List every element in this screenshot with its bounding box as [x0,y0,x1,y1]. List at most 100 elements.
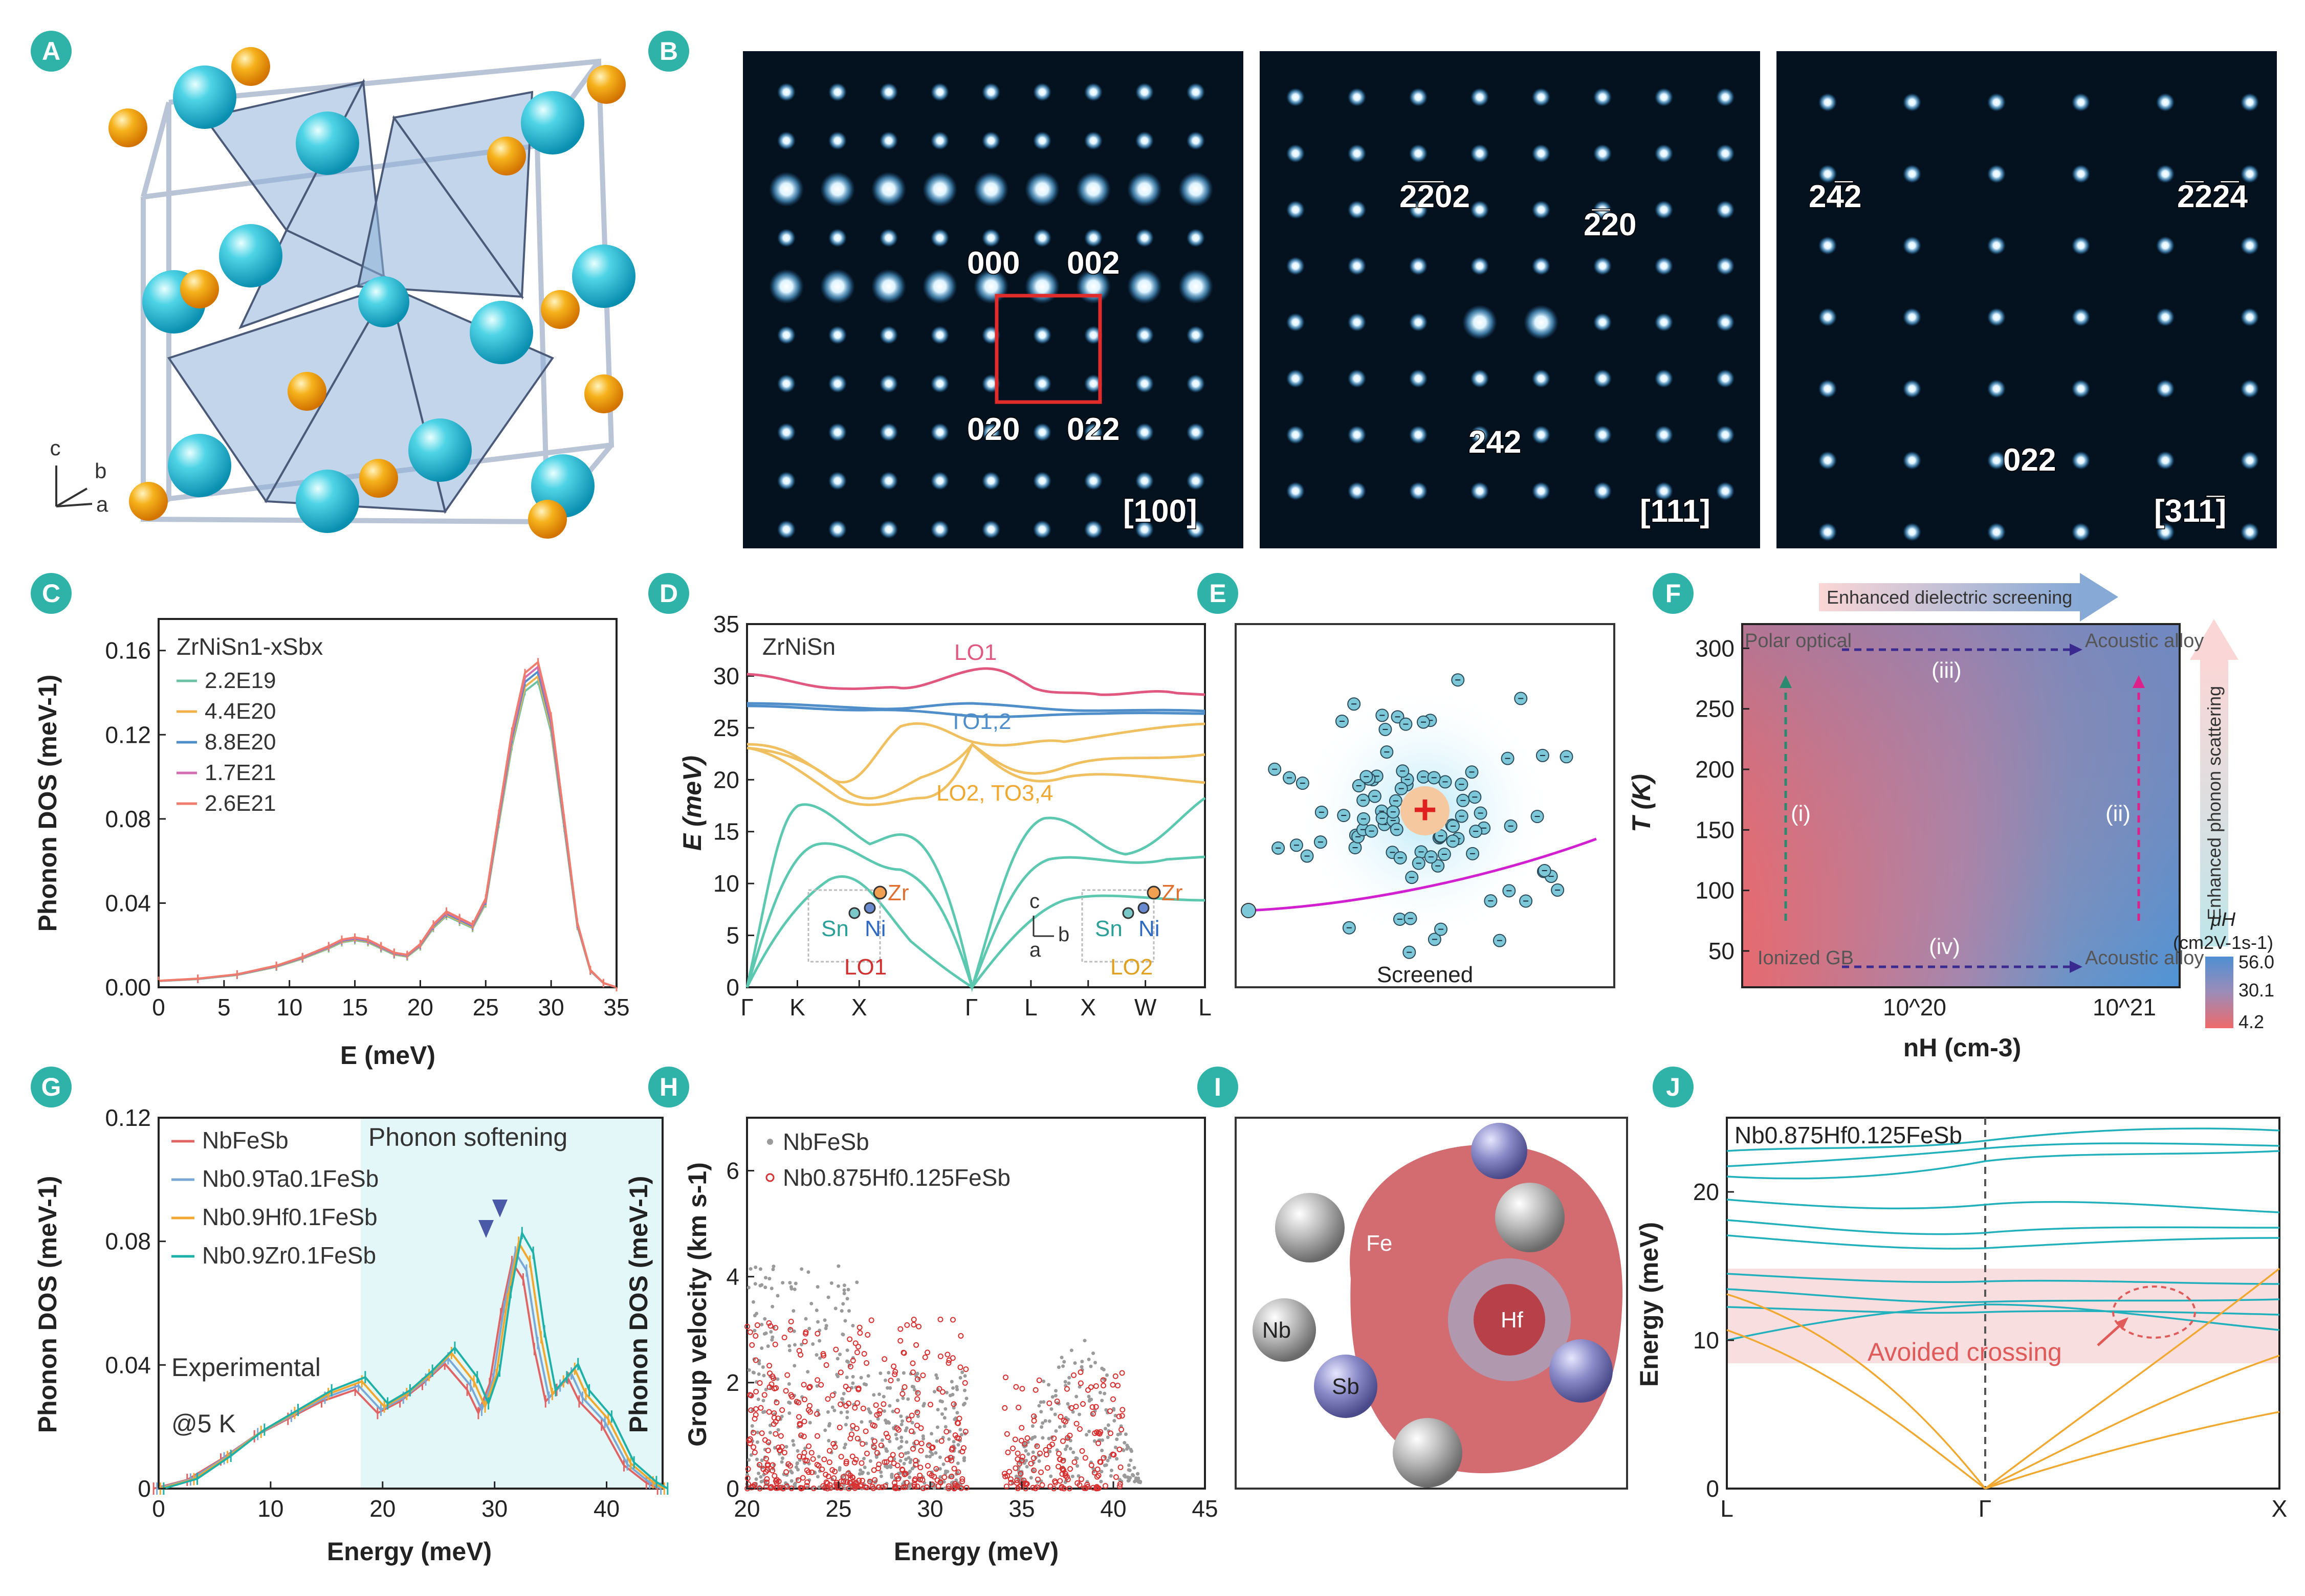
scatter-point [909,1412,915,1418]
scatter-point [943,1407,948,1411]
scatter-point [899,1414,903,1418]
scatter-point [1064,1447,1068,1451]
x-axis-title: Energy (meV) [894,1537,1059,1566]
scatter-point [753,1282,757,1286]
scatter-point [766,1409,772,1415]
diffraction-spot [2072,236,2090,255]
axis-b-label: b [95,459,106,483]
scatter-point [890,1472,894,1476]
scatter-point [796,1348,802,1354]
x-axis-title: Energy (meV) [327,1537,492,1566]
diffraction-spot [1084,83,1103,101]
scatter-point [754,1477,758,1481]
scatter-point [917,1476,923,1482]
spot-label: 242 [1468,425,1521,460]
x-tick-label: L [1720,1495,1733,1522]
scatter-point [824,1326,828,1331]
scatter-point [1095,1440,1102,1446]
scatter-point [766,1344,770,1348]
scatter-point [937,1316,943,1322]
scatter-point [826,1410,830,1414]
scatter-point [938,1475,942,1479]
scatter-point [761,1410,765,1414]
y-tick-label: 0.04 [105,1351,151,1378]
scatter-point [815,1353,819,1357]
y-tick-label: 2 [726,1369,739,1396]
scatter-point [1008,1479,1014,1486]
scatter-point [1136,1472,1140,1476]
scatter-point [1010,1446,1016,1452]
colorbar [2205,957,2233,1028]
y-tick-label: 10 [1693,1327,1719,1354]
scatter-point [892,1483,898,1490]
scatter-point [1058,1425,1062,1429]
scatter-point [1074,1394,1079,1399]
diffraction-spot [1903,308,1921,326]
scatter-point [877,1392,882,1396]
scatter-point [899,1391,906,1397]
scatter-point [801,1433,807,1439]
scatter-point [879,1474,883,1478]
y-tick-label: 0 [1706,1475,1719,1502]
scatter-point [892,1369,898,1375]
diffraction-spot [1987,93,2006,112]
scatter-point [808,1450,815,1456]
scatter-point [912,1477,918,1483]
scatter-point [841,1333,845,1337]
scatter-point [1037,1404,1041,1408]
scatter-point [750,1424,754,1428]
scatter-point [787,1462,793,1469]
scatter-point [784,1372,791,1378]
scatter-point [1112,1408,1116,1412]
scatter-point [762,1437,768,1443]
scatter-point [962,1429,969,1435]
scatter-point [744,1475,751,1481]
scatter-point [951,1401,957,1407]
diffraction-spot [931,520,949,539]
scatter-point [1036,1377,1042,1383]
scatter-point [1030,1424,1035,1428]
scatter-point [776,1445,782,1451]
scatter-point [851,1459,858,1466]
scatter-point [1002,1375,1008,1381]
scatter-point [800,1475,806,1481]
scatter-point [1107,1430,1113,1436]
scatter-point [765,1447,771,1453]
scatter-point [1054,1389,1058,1393]
diffraction-spot [1903,236,1921,255]
scatter-point [843,1460,849,1467]
diffraction-spot [1135,520,1154,539]
scatter-point [792,1309,796,1313]
scatter-point [1047,1483,1053,1490]
zr-atoms [142,65,635,533]
x-tick-label: 20 [734,1495,760,1522]
scatter-point [863,1428,869,1434]
scatter-point [899,1445,903,1449]
diffraction-spot [2072,308,2090,326]
scatter-point [747,1329,753,1335]
scatter-point [772,1341,778,1347]
scatter-point [1093,1383,1099,1389]
scatter-point [1106,1435,1110,1439]
scatter-point [943,1429,950,1435]
diffraction-spot [1716,88,1735,106]
scatter-point [930,1452,934,1456]
scatter-point [762,1332,766,1336]
scatter-point [793,1287,797,1291]
scatter-point [1067,1376,1071,1380]
scatter-point [844,1423,848,1427]
inset-lo1: Zr Sn Ni LO1 [807,880,909,980]
diffraction-spot [1532,144,1550,163]
x-axis-title: nH (cm-3) [1903,1033,2022,1062]
scatter-point [935,1439,939,1443]
diffraction-spot [1470,201,1489,219]
diffraction-spot [1409,369,1428,388]
scatter-point [1057,1402,1061,1406]
scatter-point [1060,1438,1066,1444]
scatter-point [918,1425,924,1431]
scatter-point [911,1322,917,1328]
scatter-point [751,1444,757,1450]
diffraction-spot [1903,380,1921,398]
scatter-point [862,1484,868,1490]
